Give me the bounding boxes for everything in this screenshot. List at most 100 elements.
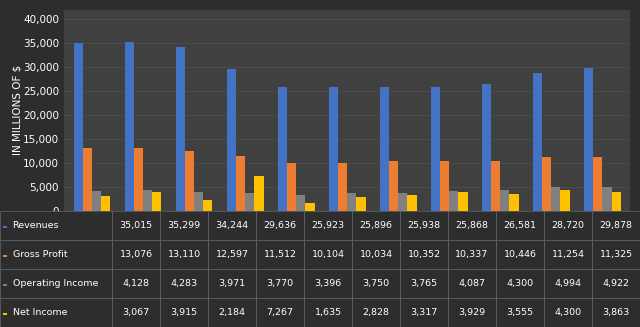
Bar [92,191,101,211]
Text: 13,110: 13,110 [168,250,200,259]
Text: 10,446: 10,446 [504,250,536,259]
Bar [160,211,208,240]
Bar [204,200,212,211]
Bar [380,87,389,211]
Bar [352,240,400,269]
Bar [533,73,542,211]
Bar [208,211,256,240]
Bar [491,161,500,211]
Text: 28,720: 28,720 [552,221,584,230]
Text: Revenues: Revenues [13,221,59,230]
Bar [544,240,592,269]
Bar [356,198,365,211]
Text: 11,325: 11,325 [600,250,632,259]
Bar [304,269,352,298]
Bar [338,163,347,211]
Bar [112,269,160,298]
Bar [448,269,496,298]
Bar [542,157,551,211]
Bar [400,269,448,298]
Bar [551,187,561,211]
Bar [304,211,352,240]
Bar [352,269,400,298]
Bar [134,148,143,211]
Bar [592,211,640,240]
Bar [305,203,314,211]
Bar [449,191,458,211]
Bar [584,68,593,211]
Text: 4,300: 4,300 [506,279,534,288]
Bar [400,240,448,269]
Bar [160,240,208,269]
Text: 3,317: 3,317 [410,308,438,317]
Bar [544,298,592,327]
Bar [593,157,602,211]
Text: Operating Income: Operating Income [13,279,98,288]
Bar [509,194,518,211]
Bar [496,211,544,240]
Text: 3,067: 3,067 [122,308,150,317]
Text: 35,015: 35,015 [120,221,152,230]
Bar [329,87,338,211]
Text: 10,337: 10,337 [456,250,488,259]
Text: 7,267: 7,267 [266,308,294,317]
Bar [112,240,160,269]
Bar [496,240,544,269]
Bar [74,43,83,211]
Bar [448,298,496,327]
Bar [256,298,304,327]
Text: 12,597: 12,597 [216,250,248,259]
Bar [254,176,264,211]
Bar [0,240,112,269]
Text: 3,750: 3,750 [362,279,390,288]
Text: 3,929: 3,929 [458,308,486,317]
Bar [278,87,287,211]
Bar [544,211,592,240]
Bar [112,298,160,327]
Text: 4,994: 4,994 [554,279,582,288]
Bar [3,284,8,286]
Text: 4,283: 4,283 [170,279,198,288]
Bar [160,298,208,327]
Bar [256,211,304,240]
Bar [400,211,448,240]
Text: 10,352: 10,352 [408,250,440,259]
Bar [287,163,296,211]
Bar [398,193,408,211]
Bar [400,298,448,327]
Bar [208,269,256,298]
Text: 3,555: 3,555 [506,308,534,317]
Bar [408,195,417,211]
Text: 11,512: 11,512 [264,250,296,259]
Bar [256,269,304,298]
Bar [440,162,449,211]
Bar [592,269,640,298]
Bar [296,195,305,211]
Bar [389,161,398,211]
Bar [125,42,134,211]
Bar [227,69,236,211]
Text: 4,128: 4,128 [122,279,150,288]
Bar [0,211,112,240]
Text: 10,034: 10,034 [360,250,392,259]
Text: 13,076: 13,076 [120,250,152,259]
Text: 4,300: 4,300 [554,308,582,317]
Bar [160,269,208,298]
Bar [176,47,185,211]
Y-axis label: IN MILLIONS OF $: IN MILLIONS OF $ [12,65,22,155]
Bar [304,298,352,327]
Bar [448,211,496,240]
Bar [3,255,8,257]
Text: 1,635: 1,635 [314,308,342,317]
Bar [152,192,161,211]
Bar [544,269,592,298]
Bar [458,192,468,211]
Bar [256,240,304,269]
Bar [185,151,194,211]
Bar [194,192,204,211]
Bar [352,211,400,240]
Bar [448,240,496,269]
Bar [208,298,256,327]
Bar [496,269,544,298]
Text: 25,896: 25,896 [360,221,392,230]
